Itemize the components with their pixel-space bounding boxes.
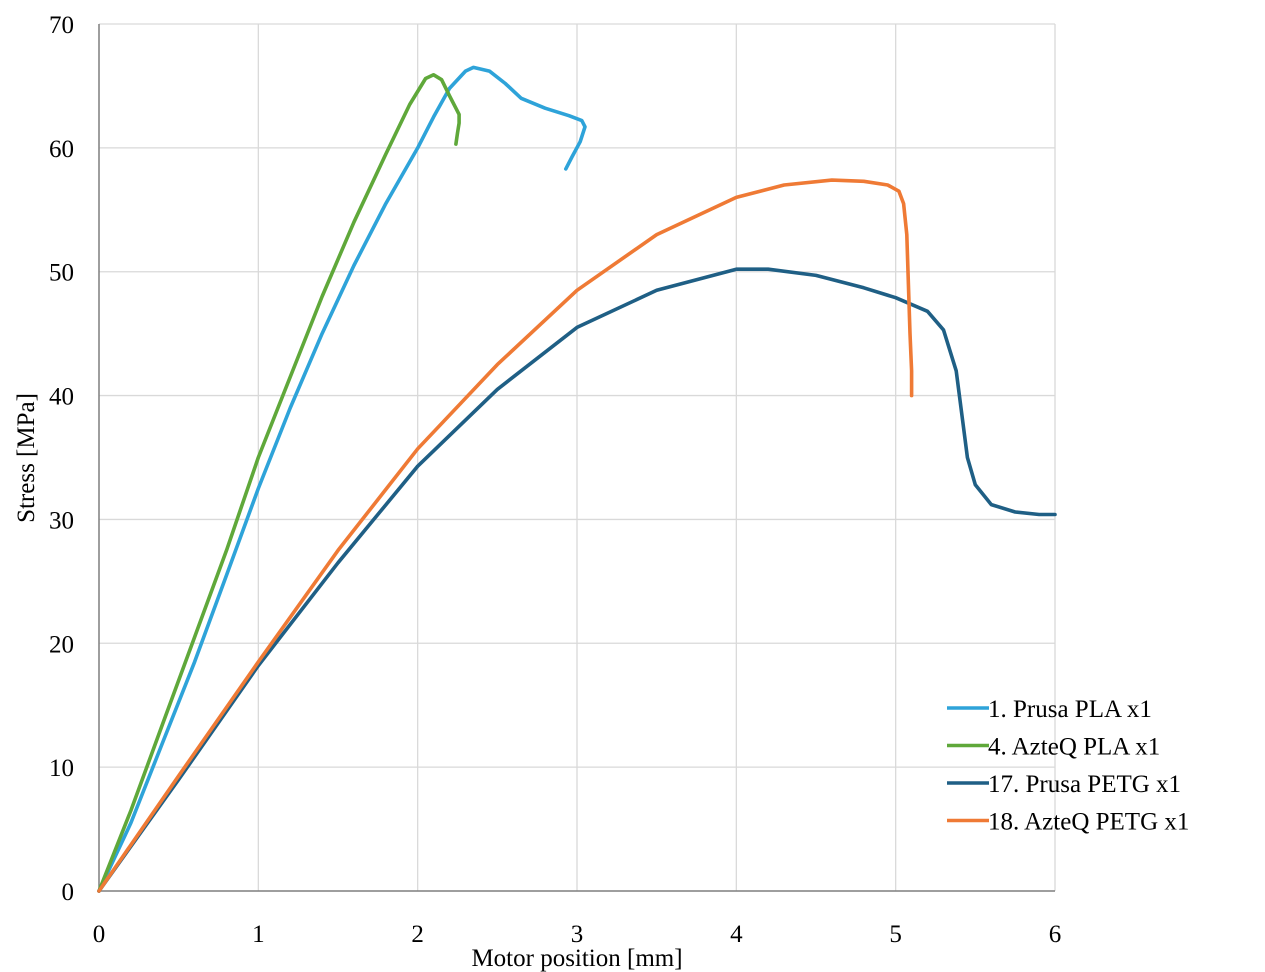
plot-area (97, 65, 1057, 893)
legend-label: 4. AzteQ PLA x1 (988, 734, 1160, 761)
axes (98, 24, 1055, 892)
y-axis-title: Stress [MPa] (13, 393, 40, 523)
x-tick-label: 4 (730, 921, 743, 948)
x-tick-label: 1 (252, 921, 265, 948)
legend-label: 17. Prusa PETG x1 (988, 771, 1181, 798)
y-tick-label: 10 (49, 755, 74, 782)
series-line-3 (97, 267, 1057, 893)
y-tick-label: 30 (49, 507, 74, 534)
x-tick-label: 6 (1049, 921, 1062, 948)
x-tick-label: 0 (93, 921, 106, 948)
grid (99, 23, 1056, 891)
x-tick-label: 2 (411, 921, 424, 948)
series-line-2 (97, 73, 461, 893)
y-tick-label: 40 (49, 384, 74, 411)
y-tick-label: 0 (62, 879, 75, 906)
legend-label: 1. Prusa PLA x1 (988, 696, 1152, 723)
y-tick-label: 70 (49, 12, 74, 39)
y-tick-label: 20 (49, 631, 74, 658)
series-line-4 (97, 178, 914, 893)
x-tick-label: 3 (571, 921, 584, 948)
legend: 1. Prusa PLA x1 4. AzteQ PLA x1 17. Prusa … (947, 696, 1189, 836)
y-tick-label: 50 (49, 260, 74, 287)
x-tick-label: 5 (889, 921, 902, 948)
x-axis-title: Motor position [mm] (471, 945, 682, 972)
y-tick-label: 60 (49, 136, 74, 163)
series-line-1 (97, 65, 587, 893)
legend-label: 18. AzteQ PETG x1 (988, 809, 1189, 836)
